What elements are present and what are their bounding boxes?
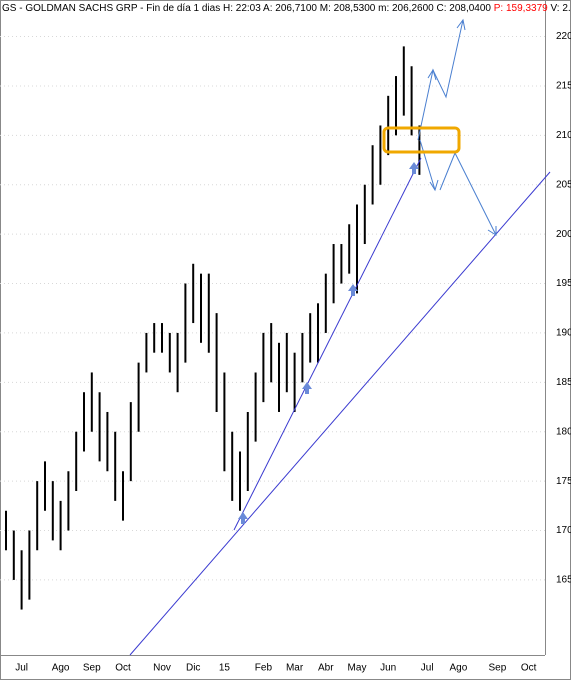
up-arrow: [302, 382, 312, 394]
x-tick-label: Ago: [450, 663, 468, 674]
y-tick-label: 175: [556, 476, 571, 487]
y-tick-label: 210: [556, 130, 571, 141]
chart-title: GS - GOLDMAN SACHS GRP - Fin de día 1 di…: [2, 3, 571, 14]
arrow-head: [487, 226, 497, 236]
title-part: V: 2.808.308 F: 06/: [550, 3, 571, 14]
x-tick-label: 15: [219, 663, 231, 674]
y-tick-label: 180: [556, 426, 571, 437]
highlight-box: [382, 126, 461, 154]
x-tick-label: Oct: [521, 663, 537, 674]
scenario-arrow: [417, 19, 464, 141]
x-tick-label: Feb: [255, 663, 273, 674]
up-arrow: [348, 284, 358, 296]
scenario-arrow: [439, 151, 497, 236]
x-tick-label: Mar: [286, 663, 304, 674]
x-tick-label: Sep: [83, 663, 101, 674]
title-part: P: 159,3379: [494, 3, 548, 14]
arrow-head: [427, 68, 437, 81]
up-arrow: [238, 512, 248, 524]
y-tick-label: 205: [556, 179, 571, 190]
x-tick-label: Jul: [421, 663, 434, 674]
arrow-head: [456, 18, 466, 31]
scenario-arrow: [419, 139, 436, 191]
y-tick-label: 165: [556, 575, 571, 586]
x-tick-label: Ago: [52, 663, 70, 674]
x-tick-label: Sep: [489, 663, 507, 674]
y-tick-label: 170: [556, 525, 571, 536]
x-tick-label: Jun: [380, 663, 396, 674]
trend-line: [129, 171, 551, 656]
x-tick-label: Nov: [153, 663, 171, 674]
annotations: [129, 18, 551, 656]
y-tick-label: 215: [556, 81, 571, 92]
x-tick-label: Abr: [318, 663, 334, 674]
x-tick-label: Dic: [186, 663, 200, 674]
title-part: GS - GOLDMAN SACHS GRP - Fin de día 1 di…: [2, 3, 491, 14]
x-tick-label: Jul: [15, 663, 28, 674]
y-tick-label: 195: [556, 278, 571, 289]
y-tick-label: 220: [556, 31, 571, 42]
arrow-head: [429, 179, 439, 192]
trend-line: [233, 157, 422, 531]
up-arrow: [409, 162, 419, 174]
y-tick-label: 185: [556, 377, 571, 388]
x-tick-label: Oct: [115, 663, 131, 674]
y-tick-label: 190: [556, 328, 571, 339]
x-tick-label: May: [348, 663, 367, 674]
y-tick-label: 200: [556, 229, 571, 240]
